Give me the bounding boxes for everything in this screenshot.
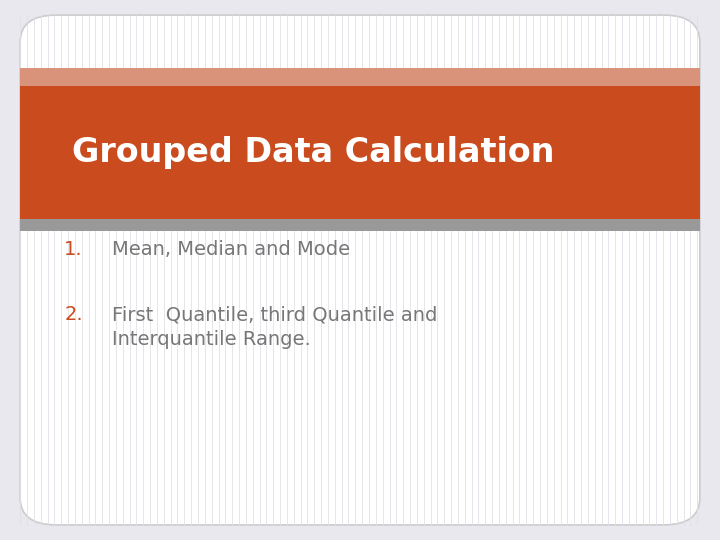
FancyBboxPatch shape <box>20 68 700 86</box>
Text: First  Quantile, third Quantile and
Interquantile Range.: First Quantile, third Quantile and Inter… <box>112 305 437 349</box>
Text: 2.: 2. <box>64 305 83 324</box>
Text: 1.: 1. <box>64 240 83 259</box>
Text: Grouped Data Calculation: Grouped Data Calculation <box>72 136 554 169</box>
Text: Mean, Median and Mode: Mean, Median and Mode <box>112 240 350 259</box>
FancyBboxPatch shape <box>20 86 700 219</box>
FancyBboxPatch shape <box>20 15 700 525</box>
FancyBboxPatch shape <box>20 219 700 231</box>
